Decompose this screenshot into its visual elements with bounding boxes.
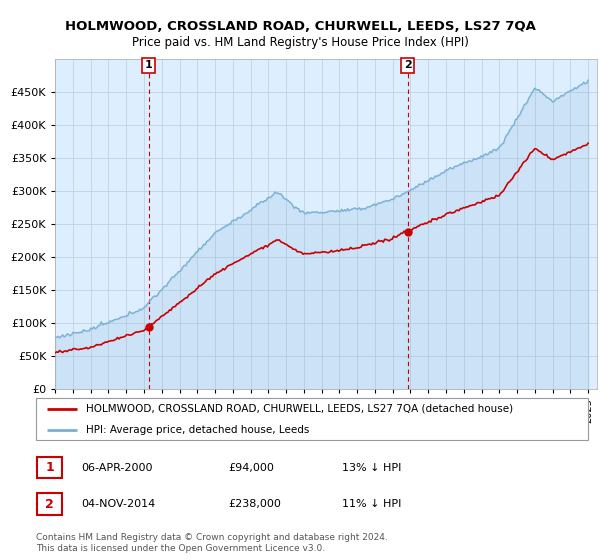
FancyBboxPatch shape (37, 457, 62, 478)
Text: HOLMWOOD, CROSSLAND ROAD, CHURWELL, LEEDS, LS27 7QA: HOLMWOOD, CROSSLAND ROAD, CHURWELL, LEED… (65, 20, 535, 32)
Text: 04-NOV-2014: 04-NOV-2014 (81, 499, 155, 509)
Text: HOLMWOOD, CROSSLAND ROAD, CHURWELL, LEEDS, LS27 7QA (detached house): HOLMWOOD, CROSSLAND ROAD, CHURWELL, LEED… (86, 404, 513, 414)
Text: 2: 2 (404, 60, 412, 71)
Text: 2: 2 (45, 497, 54, 511)
Text: Price paid vs. HM Land Registry's House Price Index (HPI): Price paid vs. HM Land Registry's House … (131, 36, 469, 49)
Text: 1: 1 (145, 60, 152, 71)
Text: 1: 1 (45, 461, 54, 474)
Text: HPI: Average price, detached house, Leeds: HPI: Average price, detached house, Leed… (86, 425, 309, 435)
Text: £238,000: £238,000 (228, 499, 281, 509)
FancyBboxPatch shape (37, 493, 62, 515)
Text: Contains HM Land Registry data © Crown copyright and database right 2024.
This d: Contains HM Land Registry data © Crown c… (36, 533, 388, 553)
Text: 11% ↓ HPI: 11% ↓ HPI (342, 499, 401, 509)
Text: 06-APR-2000: 06-APR-2000 (81, 463, 152, 473)
Text: £94,000: £94,000 (228, 463, 274, 473)
FancyBboxPatch shape (36, 398, 588, 440)
Text: 13% ↓ HPI: 13% ↓ HPI (342, 463, 401, 473)
